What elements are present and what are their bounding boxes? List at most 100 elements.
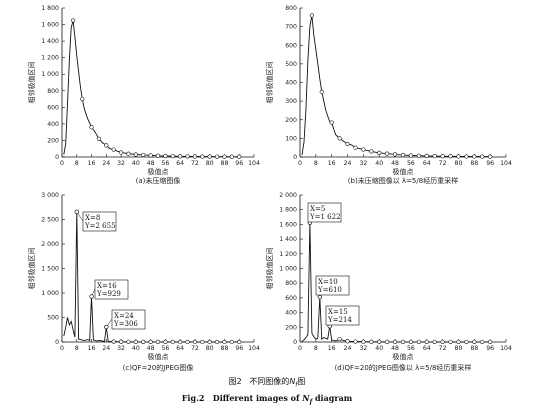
data-point (89, 125, 94, 130)
y-axis-label: 相邻极值区间 (27, 62, 36, 104)
x-axis-label: 极值点 (393, 352, 414, 361)
figure-title-en-text: Different images of (212, 393, 300, 403)
data-point (170, 154, 175, 159)
data-point (456, 339, 461, 345)
figure-title-symbol-sub: f (295, 381, 298, 389)
data-point (118, 339, 124, 344)
y-tick-label: 1 000 (41, 71, 59, 78)
annotation-x-label: X=10 (318, 278, 338, 286)
y-tick-label: 0 (55, 339, 59, 346)
data-point (408, 339, 414, 345)
data-point (155, 153, 161, 158)
x-tick-label: 64 (423, 160, 431, 167)
x-tick-label: 96 (486, 345, 494, 352)
data-point (80, 96, 85, 102)
y-tick-label: 800 (47, 88, 59, 95)
y-tick-label: 1 200 (279, 251, 297, 258)
data-point (141, 339, 146, 344)
y-tick-label: 1 600 (41, 22, 59, 29)
x-tick-label: 0 (298, 160, 302, 167)
data-point (170, 339, 175, 345)
y-tick-label: 1 200 (41, 55, 59, 62)
x-tick-label: 56 (407, 160, 415, 167)
y-tick-label: 1 800 (41, 5, 59, 12)
data-point (104, 143, 109, 148)
data-point (185, 339, 190, 345)
x-tick-label: 88 (470, 345, 478, 352)
x-tick-label: 64 (423, 345, 431, 352)
chart-c: 0 500 1 000 1 500 2 000 2 500 3 000 0 8 16 24 32 40 4… (27, 192, 260, 372)
data-point (488, 339, 493, 345)
y-axis-label: 相邻极值区间 (265, 62, 274, 104)
data-point (207, 154, 212, 159)
x-tick-label: 48 (147, 160, 155, 167)
data-point (416, 339, 421, 345)
y-tick-label: 1 400 (41, 38, 59, 45)
x-tick-label: 16 (88, 345, 96, 352)
y-axis-label: 相邻极值区间 (27, 248, 36, 290)
data-point (480, 339, 485, 345)
annotation-x-label: X=15 (328, 308, 348, 316)
x-tick-label: 8 (75, 160, 79, 167)
data-point (126, 151, 131, 156)
annotation-box (307, 202, 342, 223)
chart-a: 0 200 400 600 800 1 000 1 200 1 400 1 600 1 800 0 8… (27, 5, 260, 185)
y-tick-label: 200 (285, 324, 297, 331)
x-tick-label: 16 (88, 160, 96, 167)
annotation-y-label: Y=2 655 (84, 222, 116, 230)
x-tick-label: 80 (455, 345, 463, 352)
x-tick-label: 48 (391, 160, 399, 167)
x-tick-label: 56 (161, 345, 169, 352)
figure-number-cn: 图2 (228, 377, 242, 386)
data-point (222, 339, 227, 345)
y-axis-label: 相邻极值区间 (265, 248, 274, 290)
y-tick-label: 1 800 (279, 207, 297, 214)
annotation-box (315, 275, 350, 296)
data-point (369, 149, 374, 154)
x-tick-label: 72 (439, 160, 447, 167)
data-point (229, 339, 234, 345)
series-line (63, 211, 240, 343)
data-point (464, 154, 469, 159)
data-point (178, 339, 183, 345)
data-point (111, 147, 116, 152)
annotation-y-label: Y=306 (113, 320, 138, 328)
x-tick-label: 88 (221, 160, 229, 167)
x-tick-label: 8 (314, 160, 318, 167)
data-point (118, 150, 124, 155)
x-tick-label: 48 (391, 345, 399, 352)
data-point (237, 154, 242, 159)
annotation-box (111, 309, 146, 330)
data-point (400, 339, 406, 344)
data-point (488, 154, 493, 159)
annotation-y-label: Y=610 (317, 286, 342, 294)
data-point (148, 339, 153, 345)
annotation-box (325, 305, 360, 326)
x-axis-label: 极值点 (393, 167, 414, 176)
y-tick-label: 1 400 (279, 236, 297, 243)
data-point (361, 339, 366, 344)
x-tick-label: 80 (206, 160, 214, 167)
x-tick-label: 104 (500, 160, 512, 167)
x-tick-label: 72 (191, 345, 199, 352)
data-point (385, 339, 390, 344)
figure-title-symbol: N (289, 377, 296, 386)
data-point (70, 18, 76, 23)
y-tick-label: 2 000 (279, 192, 297, 199)
x-tick-label: 8 (75, 345, 79, 352)
figure-title-cn-suffix: 图 (297, 377, 306, 386)
x-tick-label: 24 (344, 345, 352, 352)
data-point (126, 339, 131, 344)
x-tick-label: 96 (235, 345, 243, 352)
y-tick-label: 0 (293, 154, 297, 161)
x-tick-label: 56 (407, 345, 415, 352)
y-tick-label: 2 500 (41, 217, 59, 224)
figure-title-en-symbol: N (302, 393, 310, 403)
data-point (448, 154, 453, 159)
data-point (229, 154, 234, 159)
data-point (309, 13, 314, 18)
x-tick-label: 80 (455, 160, 463, 167)
annotation-y-label: Y=214 (327, 316, 352, 324)
x-tick-label: 72 (439, 345, 447, 352)
